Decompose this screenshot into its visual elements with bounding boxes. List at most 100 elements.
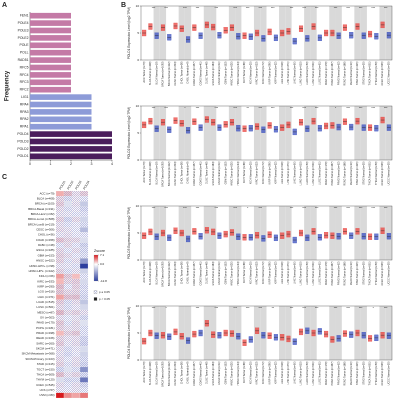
x-tick-label: DLBC Tumor (n=48) — [206, 361, 209, 384]
significance-label: *** — [290, 206, 294, 210]
significance-label: *** — [164, 106, 168, 110]
x-tick-label: KIRC Normal (n=72) — [262, 361, 265, 384]
bar — [30, 64, 71, 71]
p-legend-label: p < 0.05 — [99, 297, 110, 301]
ns-hatch — [72, 268, 80, 274]
x-tick-label: LUSC Tumor (n=501) — [312, 361, 315, 385]
x-tick-label: READ Normal (n=10) — [350, 161, 353, 185]
y-tick-label: LIG1 — [21, 95, 28, 99]
row-label: HNSC-HPV- (n=422) — [29, 269, 55, 273]
ns-hatch — [64, 351, 72, 357]
x-tick-label: READ Tumor (n=166) — [344, 161, 347, 185]
ns-hatch — [80, 335, 88, 342]
ns-hatch — [80, 206, 88, 212]
band-shade — [253, 106, 261, 160]
ns-hatch — [80, 284, 88, 290]
significance-label: *** — [302, 106, 306, 110]
x-tick-label: LUSC Normal (n=51) — [318, 61, 321, 85]
heat-cell — [71, 273, 81, 280]
row-label: SARC (n=260) — [36, 341, 54, 345]
ns-hatch — [64, 310, 72, 316]
heat-cell — [79, 320, 89, 326]
significance-label: *** — [183, 6, 187, 10]
row-label: PAAD (n=179) — [37, 321, 55, 325]
x-tick-label: HNSC Normal (n=44) — [237, 261, 240, 285]
band-shade — [153, 106, 160, 160]
ns-hatch — [72, 289, 80, 295]
y-tick-label: RPA3 — [20, 110, 29, 114]
ns-hatch — [72, 387, 80, 393]
bar — [30, 72, 71, 78]
ns-hatch — [72, 377, 80, 383]
row-label: BRCA (n=1100) — [35, 202, 55, 206]
ns-hatch — [64, 263, 72, 269]
ns-hatch — [64, 268, 72, 274]
x-tick-label: STAD Normal (n=35) — [362, 361, 365, 384]
ns-hatch — [72, 382, 80, 388]
row-label: HNSC-HPV+ (n=98) — [29, 264, 54, 268]
x-tick-label: ACC Tumor (n=79) — [143, 61, 146, 82]
band-shade — [235, 306, 242, 360]
x-tick-label: KICH Tumor (n=66) — [243, 61, 246, 83]
heat-cell — [79, 278, 89, 285]
heat-cell — [79, 263, 89, 269]
heat-cell — [55, 330, 65, 337]
x-tick-label: PAAD Tumor (n=178) — [325, 361, 328, 385]
x-tick-label: BRCA Tumor (n=1093) — [162, 361, 165, 387]
significance-label: *** — [246, 6, 250, 10]
x-tick-label: ACC Tumor (n=79) — [143, 361, 146, 382]
ns-hatch — [72, 372, 80, 378]
y-tick-label: RFC3 — [20, 80, 29, 84]
x-tick-label: KICH Normal (n=25) — [249, 61, 252, 84]
p-legend-box — [93, 290, 98, 294]
row-label: CESC (n=306) — [36, 228, 54, 232]
ns-hatch — [56, 211, 64, 217]
x-tick-label: THCA Tumor (n=501) — [369, 361, 372, 385]
ns-hatch — [56, 237, 64, 243]
ns-hatch — [80, 222, 88, 228]
ns-hatch — [64, 232, 72, 238]
ns-hatch — [64, 216, 72, 223]
x-tick-label: UCEC Tumor (n=545) — [381, 261, 384, 285]
x-tick-label: STAD Normal (n=35) — [362, 161, 365, 184]
ns-hatch — [72, 232, 80, 238]
x-tick-label: KICH Normal (n=25) — [249, 161, 252, 184]
y-tick-label: FEN1 — [20, 14, 29, 18]
x-tick-label: PRAD Normal (n=52) — [337, 161, 340, 185]
x-tick-label: KICH Tumor (n=66) — [243, 161, 246, 183]
y-tick-label: POLE3 — [18, 28, 29, 32]
x-tick-label: COAD Tumor (n=457) — [193, 61, 196, 86]
ns-hatch — [72, 294, 80, 300]
ns-hatch — [64, 196, 72, 202]
x-tick-label: CHOL Tumor (n=36) — [180, 61, 183, 84]
band-shade — [178, 306, 185, 360]
row-label: THYM (n=120) — [36, 378, 54, 382]
legend-tick-label: -12.8 — [100, 279, 107, 283]
bar — [30, 20, 71, 26]
ns-hatch — [64, 372, 72, 378]
x-tick-label: LUAD Tumor (n=515) — [300, 161, 303, 185]
y-tick-label: RPA2 — [20, 117, 29, 121]
ns-hatch — [56, 222, 64, 228]
y-axis-title: POLD2 Expression Level (log2 TPM) — [127, 107, 131, 159]
ns-hatch — [72, 247, 80, 254]
ns-hatch — [80, 196, 88, 202]
x-tick-label: LIHC Tumor (n=371) — [287, 61, 290, 84]
significance-label: *** — [196, 106, 200, 110]
ns-hatch — [64, 315, 72, 321]
ns-hatch — [64, 242, 72, 248]
significance-label: *** — [359, 306, 363, 310]
ns-hatch — [72, 304, 80, 311]
x-tick-label: KIRC Normal (n=72) — [262, 261, 265, 284]
band-shade — [385, 206, 392, 260]
x-tick-label: HNSC Tumor (n=520) — [231, 61, 234, 85]
significance-label: *** — [271, 106, 275, 110]
x-tick-label: CESC Tumor (n=304) — [174, 261, 177, 285]
row-label: KIRP (n=290) — [38, 284, 55, 288]
x-tick-label: LUSC Tumor (n=501) — [312, 161, 315, 185]
x-tick-label: READ Tumor (n=166) — [344, 61, 347, 85]
heat-cell — [79, 227, 89, 233]
y-axis-title: POLD4 Expression Level (log2 TPM) — [127, 307, 131, 359]
x-tick-label: LUAD Tumor (n=515) — [300, 361, 303, 385]
